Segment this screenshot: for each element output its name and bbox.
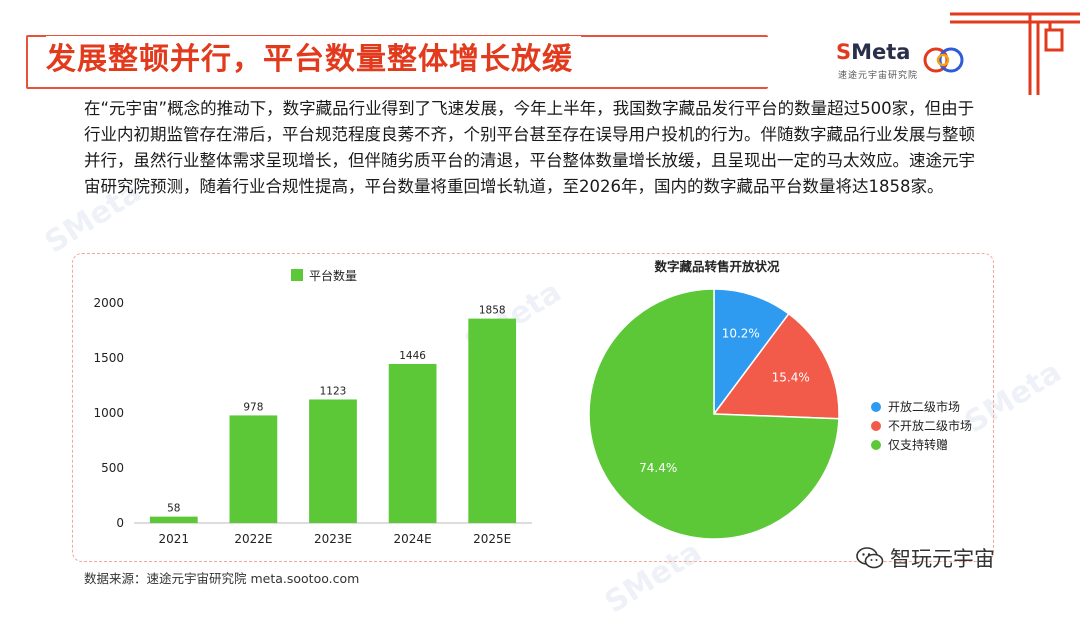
- y-tick-label: 500: [101, 461, 124, 475]
- y-tick-label: 1000: [93, 406, 124, 420]
- pie-slice: [713, 288, 790, 417]
- logo-subtitle: 速途元宇宙研究院: [838, 71, 919, 81]
- bar-2023e: [309, 399, 357, 523]
- legend-label-platform-count: 平台数量: [309, 268, 357, 283]
- bar-data-label: 1858: [479, 305, 506, 317]
- bar-2021: [149, 516, 198, 523]
- logo-wordmark: SMeta: [836, 40, 911, 64]
- bar-2025e: [468, 318, 517, 523]
- page-title: 发展整顿并行，平台数量整体增长放缓: [46, 36, 581, 84]
- logo-rings-icon: [923, 47, 964, 73]
- bar-legend: 平台数量: [291, 268, 357, 283]
- bar-2024e: [388, 363, 437, 523]
- x-tick-label: 2025E: [473, 532, 511, 546]
- y-tick-label: 0: [116, 516, 124, 530]
- pie-value-label: 15.4%: [772, 370, 810, 384]
- intro-paragraph: 在“元宇宙”概念的推动下，数字藏品行业得到了飞速发展，今年上半年，我国数字藏品发…: [84, 99, 975, 196]
- y-tick-label: 1500: [93, 351, 124, 365]
- bar-marks: 58 978 1123 1446 1858: [149, 305, 517, 523]
- pie-value-label: 10.2%: [722, 326, 760, 340]
- bar-y-axis: 0 500 1000 1500 2000: [93, 296, 532, 530]
- bar-2022e: [229, 415, 278, 523]
- legend-swatch-platform-count: [291, 269, 303, 281]
- bar-x-axis: 2021 2022E 2023E 2024E 2025E: [159, 532, 512, 546]
- pie-legend-label: 开放二级市场: [888, 399, 960, 414]
- pie-value-labels: 10.2% 15.4% 74.4%: [639, 326, 810, 474]
- x-tick-label: 2024E: [394, 532, 432, 546]
- pie-value-label: 74.4%: [639, 461, 677, 475]
- pie-legend-swatch: [871, 421, 881, 431]
- bar-data-label: 1123: [320, 385, 347, 397]
- pie-legend-label: 不开放二级市场: [888, 418, 972, 433]
- pie-legend-label: 仅支持转赠: [888, 437, 948, 452]
- chart-panel: [72, 253, 994, 562]
- bar-data-label: 1446: [399, 350, 426, 362]
- x-tick-label: 2021: [159, 532, 190, 546]
- y-tick-label: 2000: [93, 296, 124, 310]
- pie-chart: 数字藏品转售开放状况 10.2% 15.4% 74.4% 开放二级市场不开放二级市场…: [588, 259, 972, 540]
- x-tick-label: 2023E: [314, 532, 352, 546]
- pie-title: 数字藏品转售开放状况: [653, 259, 780, 274]
- bar-data-label: 978: [243, 401, 263, 413]
- pie-slice: [712, 312, 840, 420]
- pie-slices: [588, 288, 840, 540]
- wechat-icon: [856, 547, 884, 569]
- brand-logo: SMeta 速途元宇宙研究院: [836, 40, 976, 84]
- pie-slice: [588, 288, 840, 540]
- account-watermark: 智玩元宇宙: [856, 543, 995, 573]
- pie-legend-swatch: [871, 440, 881, 450]
- x-tick-label: 2022E: [234, 532, 272, 546]
- watermark-text: 智玩元宇宙: [890, 547, 995, 571]
- bar-data-label: 58: [167, 503, 180, 515]
- pie-legend-swatch: [871, 402, 881, 412]
- data-source-note: 数据来源：速途元宇宙研究院 meta.sootoo.com: [84, 571, 360, 586]
- corner-ornament-icon: [950, 12, 1080, 95]
